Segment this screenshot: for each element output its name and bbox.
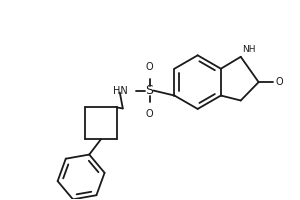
Text: O: O — [275, 77, 283, 87]
Text: HN: HN — [113, 86, 128, 96]
Text: O: O — [146, 109, 153, 119]
Text: O: O — [146, 62, 153, 72]
Text: NH: NH — [242, 45, 255, 54]
Text: S: S — [146, 84, 154, 97]
